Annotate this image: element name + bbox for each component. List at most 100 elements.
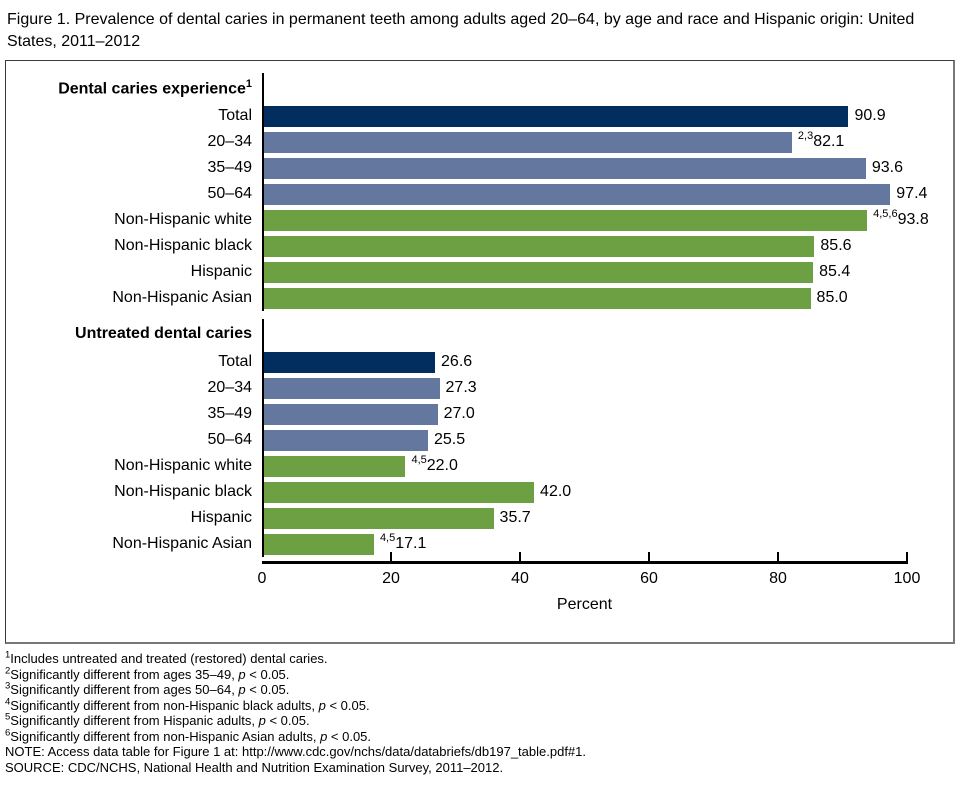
plot-cell: 25.5 <box>262 427 953 453</box>
bar-row: Non-Hispanic black 42.0 <box>6 479 953 505</box>
footnote-line: 5Significantly different from Hispanic a… <box>5 711 310 728</box>
value-superscript: 2,3 <box>797 129 814 142</box>
category-label: Hispanic <box>190 509 252 527</box>
value-label: 25.5 <box>433 431 466 448</box>
bar-row: 50–64 25.5 <box>6 427 953 453</box>
value-label: 27.0 <box>443 405 475 422</box>
bar-track: 85.4 <box>264 261 907 283</box>
value-label: 85.4 <box>819 263 851 280</box>
plot-rows: Dental caries experience1 Total 90.9 20–34 2… <box>6 73 953 557</box>
plot-cell: 4,517.1 <box>262 531 953 557</box>
bar: 85.4 <box>264 261 850 283</box>
footnote-line: 1Includes untreated and treated (restore… <box>5 649 328 666</box>
bar-track: 27.3 <box>264 377 907 399</box>
bar: 4,5,693.8 <box>264 208 929 231</box>
x-tick <box>648 552 650 564</box>
bar-row: Total 26.6 <box>6 349 953 375</box>
x-tick-label: 100 <box>893 570 921 587</box>
x-tick <box>777 552 779 564</box>
footnote-line: 4Significantly different from non-Hispan… <box>5 696 370 713</box>
bar: 27.3 <box>264 377 477 399</box>
bar: 26.6 <box>264 351 472 373</box>
x-axis-title: Percent <box>556 596 613 613</box>
footnote-line: 6Significantly different from non-Hispan… <box>5 727 372 744</box>
plot-cell: 4,5,693.8 <box>262 207 953 233</box>
value-label: 4,517.1 <box>379 531 427 552</box>
bar-track: 97.4 <box>264 183 927 205</box>
x-tick <box>519 552 521 564</box>
bar-row: Hispanic 35.7 <box>6 505 953 531</box>
value-superscript: 4,5,6 <box>873 207 898 220</box>
bar-track: 42.0 <box>264 481 907 503</box>
category-label: 50–64 <box>207 185 253 203</box>
value-label: 93.6 <box>871 159 903 176</box>
x-axis-line <box>262 552 908 564</box>
footnote-superscript: 6 <box>5 727 11 739</box>
plot-cell: 26.6 <box>262 349 953 375</box>
category-label: 20–34 <box>207 133 253 151</box>
plot-cell: 90.9 <box>262 103 953 129</box>
value-label: 26.6 <box>441 353 473 370</box>
bar: 2,382.1 <box>264 130 844 153</box>
footnotes: 1Includes untreated and treated (restore… <box>0 644 960 775</box>
bar-track: 26.6 <box>264 351 907 373</box>
footnote-superscript: 5 <box>5 711 11 723</box>
bar: 42.0 <box>264 481 571 503</box>
category-label: 20–34 <box>207 379 253 397</box>
value-label: 4,522.0 <box>411 453 458 474</box>
bar-row: Non-Hispanic Asian 4,517.1 <box>6 531 953 557</box>
plot-cell <box>262 73 953 103</box>
plot-cell <box>262 319 953 349</box>
category-label: 35–49 <box>207 159 253 177</box>
value-label: 90.9 <box>854 107 886 124</box>
bar-track: 85.0 <box>264 287 907 309</box>
x-tick-label: 40 <box>511 570 529 587</box>
bar-row: Non-Hispanic black 85.6 <box>6 233 953 259</box>
category-label: Non-Hispanic Asian <box>112 289 252 307</box>
bar-row: 35–49 93.6 <box>6 155 953 181</box>
group-heading: Untreated dental caries <box>75 325 252 343</box>
bar-row: Total 90.9 <box>6 103 953 129</box>
category-label: Hispanic <box>190 263 252 281</box>
bar: 25.5 <box>264 429 465 451</box>
bar-track: 4,517.1 <box>264 531 907 555</box>
bar-track: 27.0 <box>264 403 907 425</box>
value-superscript: 4,5 <box>379 531 396 544</box>
category-label: Total <box>218 353 252 371</box>
x-tick-label: 60 <box>640 570 658 587</box>
group-heading-superscript: 1 <box>245 78 252 91</box>
bar-track: 2,382.1 <box>264 130 907 153</box>
x-tick-label: 0 <box>257 570 267 587</box>
category-label: Non-Hispanic black <box>114 483 252 501</box>
value-label: 2,382.1 <box>797 129 845 150</box>
italic-p: p <box>318 697 326 713</box>
bar: 97.4 <box>264 183 927 205</box>
plot-cell: 85.4 <box>262 259 953 285</box>
group-heading-row: Untreated dental caries <box>6 319 953 349</box>
value-superscript: 4,5 <box>411 453 427 466</box>
category-label: Non-Hispanic white <box>114 457 252 475</box>
bar-track: 35.7 <box>264 507 907 529</box>
bar-track: 85.6 <box>264 235 907 257</box>
italic-p: p <box>238 682 246 697</box>
plot-cell: 27.3 <box>262 375 953 401</box>
value-label: 97.4 <box>896 185 928 202</box>
category-label: Non-Hispanic black <box>114 237 252 255</box>
footnote-line: 2Significantly different from ages 35–49… <box>5 665 290 682</box>
italic-p: p <box>320 728 328 744</box>
x-tick-label: 20 <box>382 570 400 587</box>
plot-cell: 93.6 <box>262 155 953 181</box>
bar: 27.0 <box>264 403 475 425</box>
note-line: NOTE: Access data table for Figure 1 at:… <box>5 744 587 759</box>
bar: 85.6 <box>264 235 852 257</box>
bar-row: 50–64 97.4 <box>6 181 953 207</box>
category-label: Non-Hispanic white <box>114 211 252 229</box>
x-tick-labels: 0 20 40 60 80 100 <box>258 570 921 590</box>
bar-row: 20–34 27.3 <box>6 375 953 401</box>
category-label: Non-Hispanic Asian <box>112 535 252 553</box>
plot-cell: 4,522.0 <box>262 453 953 479</box>
bar-row: Non-Hispanic white 4,522.0 <box>6 453 953 479</box>
category-label: 50–64 <box>207 431 253 449</box>
x-tick-label: 80 <box>769 570 787 587</box>
group-heading-row: Dental caries experience1 <box>6 73 953 103</box>
